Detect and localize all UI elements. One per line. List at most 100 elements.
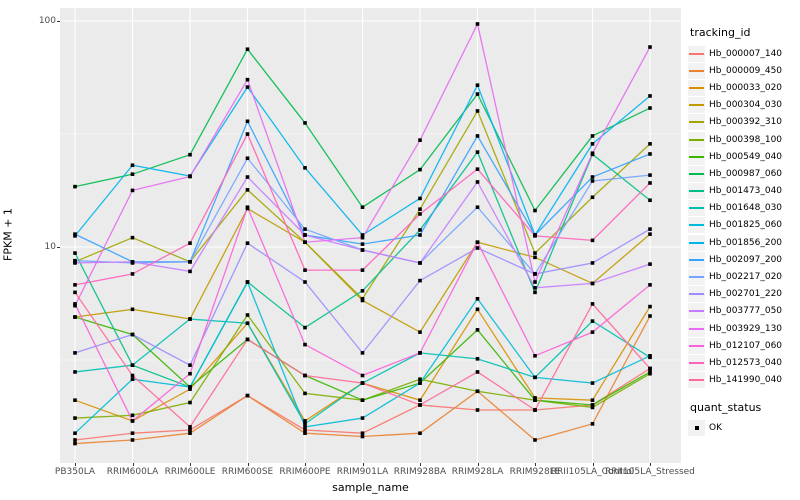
- data-point: [533, 396, 537, 400]
- data-point: [418, 138, 422, 142]
- data-point: [475, 357, 480, 361]
- data-point: [590, 319, 595, 323]
- legend-item-Hb_000392_310: Hb_000392_310: [688, 114, 800, 131]
- line-swatch-icon: [689, 327, 704, 330]
- data-point: [590, 175, 595, 179]
- line-swatch-icon: [689, 207, 704, 210]
- legend-key-box: [688, 79, 705, 96]
- legend-key-box: [688, 114, 705, 131]
- data-point: [590, 195, 595, 200]
- data-point: [533, 398, 537, 402]
- data-point: [648, 370, 652, 374]
- data-point: [360, 431, 365, 436]
- data-point: [130, 188, 135, 193]
- line-swatch-icon: [689, 224, 704, 227]
- line-swatch-icon: [689, 86, 704, 89]
- legend-item-Hb_141990_040: Hb_141990_040: [688, 372, 800, 389]
- data-point: [130, 163, 135, 168]
- x-tick-mark: [477, 463, 479, 466]
- data-point: [188, 269, 192, 274]
- data-point: [73, 370, 77, 374]
- data-point: [73, 441, 77, 446]
- data-point: [648, 106, 652, 110]
- data-point: [475, 307, 480, 312]
- data-point: [360, 242, 365, 246]
- data-point: [73, 416, 77, 420]
- data-point: [418, 196, 422, 201]
- data-point: [475, 167, 480, 171]
- x-tick-mark: [420, 463, 421, 466]
- x-tick-label-RRIM928LA: RRIM928LA: [451, 467, 504, 477]
- data-point: [533, 208, 537, 213]
- legend-item-Hb_003929_130: Hb_003929_130: [688, 320, 800, 337]
- data-point: [303, 391, 307, 396]
- data-point: [73, 232, 77, 236]
- legend-key-box: [688, 420, 705, 437]
- data-point: [590, 405, 595, 410]
- data-point: [188, 174, 192, 179]
- data-point: [590, 281, 595, 286]
- data-point: [303, 373, 307, 378]
- data-point: [418, 167, 422, 172]
- line-swatch-icon: [689, 344, 704, 347]
- data-point: [590, 330, 595, 334]
- data-point: [303, 121, 307, 125]
- legend-key-box: [688, 131, 705, 148]
- x-tick-mark: [535, 463, 536, 466]
- legend-item-label: Hb_012107_060: [709, 340, 783, 351]
- line-swatch-icon: [689, 155, 704, 158]
- data-point: [533, 251, 537, 255]
- data-point: [475, 296, 480, 301]
- data-point: [188, 152, 192, 157]
- data-point: [188, 371, 192, 376]
- plot-panel: [60, 8, 681, 463]
- legend-item-label: Hb_002097_200: [709, 254, 783, 265]
- y-axis-title: FPKM + 1: [1, 208, 15, 261]
- line-swatch-icon: [689, 52, 704, 55]
- data-point: [73, 184, 77, 189]
- legend-key-box: [688, 337, 705, 354]
- x-tick-label-RRIM600LE: RRIM600LE: [164, 467, 216, 477]
- legend-item-label: Hb_000398_100: [709, 134, 783, 145]
- legend-item-Hb_000033_020: Hb_000033_020: [688, 79, 800, 96]
- data-point: [360, 268, 365, 272]
- data-point: [648, 152, 652, 156]
- legend-item-ok: OK: [688, 420, 800, 437]
- data-point: [130, 377, 135, 382]
- data-point: [360, 351, 365, 355]
- x-tick-mark: [132, 463, 134, 466]
- x-tick-label-RRIM600PE: RRIM600PE: [279, 467, 331, 477]
- data-point: [475, 328, 480, 332]
- data-point: [188, 317, 192, 321]
- data-point: [590, 422, 595, 426]
- data-point: [245, 280, 250, 284]
- x-axis-title: sample_name: [332, 481, 409, 494]
- data-point: [590, 398, 595, 402]
- data-point: [590, 238, 595, 243]
- data-point: [303, 233, 307, 237]
- legend-key-box: [688, 251, 705, 268]
- data-point: [533, 272, 537, 276]
- data-point: [533, 354, 537, 358]
- y-tick-label: 100: [38, 16, 56, 26]
- line-swatch-icon: [689, 69, 704, 72]
- x-tick-mark: [592, 463, 594, 466]
- data-point: [418, 233, 422, 237]
- legend-key-box: [688, 269, 705, 286]
- data-point: [188, 385, 192, 389]
- data-point: [360, 235, 365, 240]
- data-point: [303, 422, 307, 426]
- data-point: [475, 109, 480, 113]
- legend-item-label: Hb_001856_200: [709, 237, 783, 248]
- data-point: [245, 313, 250, 317]
- data-point: [475, 205, 480, 210]
- legend-item-Hb_002701_220: Hb_002701_220: [688, 286, 800, 303]
- legend-item-Hb_012573_040: Hb_012573_040: [688, 354, 800, 371]
- legend-item-Hb_000987_060: Hb_000987_060: [688, 165, 800, 182]
- data-point: [188, 241, 192, 245]
- data-point: [245, 119, 250, 124]
- legend-items: Hb_000007_140 Hb_000009_450 Hb_000033_020 H…: [688, 45, 800, 389]
- data-point: [73, 302, 77, 306]
- data-point: [73, 398, 77, 402]
- data-point: [418, 381, 422, 385]
